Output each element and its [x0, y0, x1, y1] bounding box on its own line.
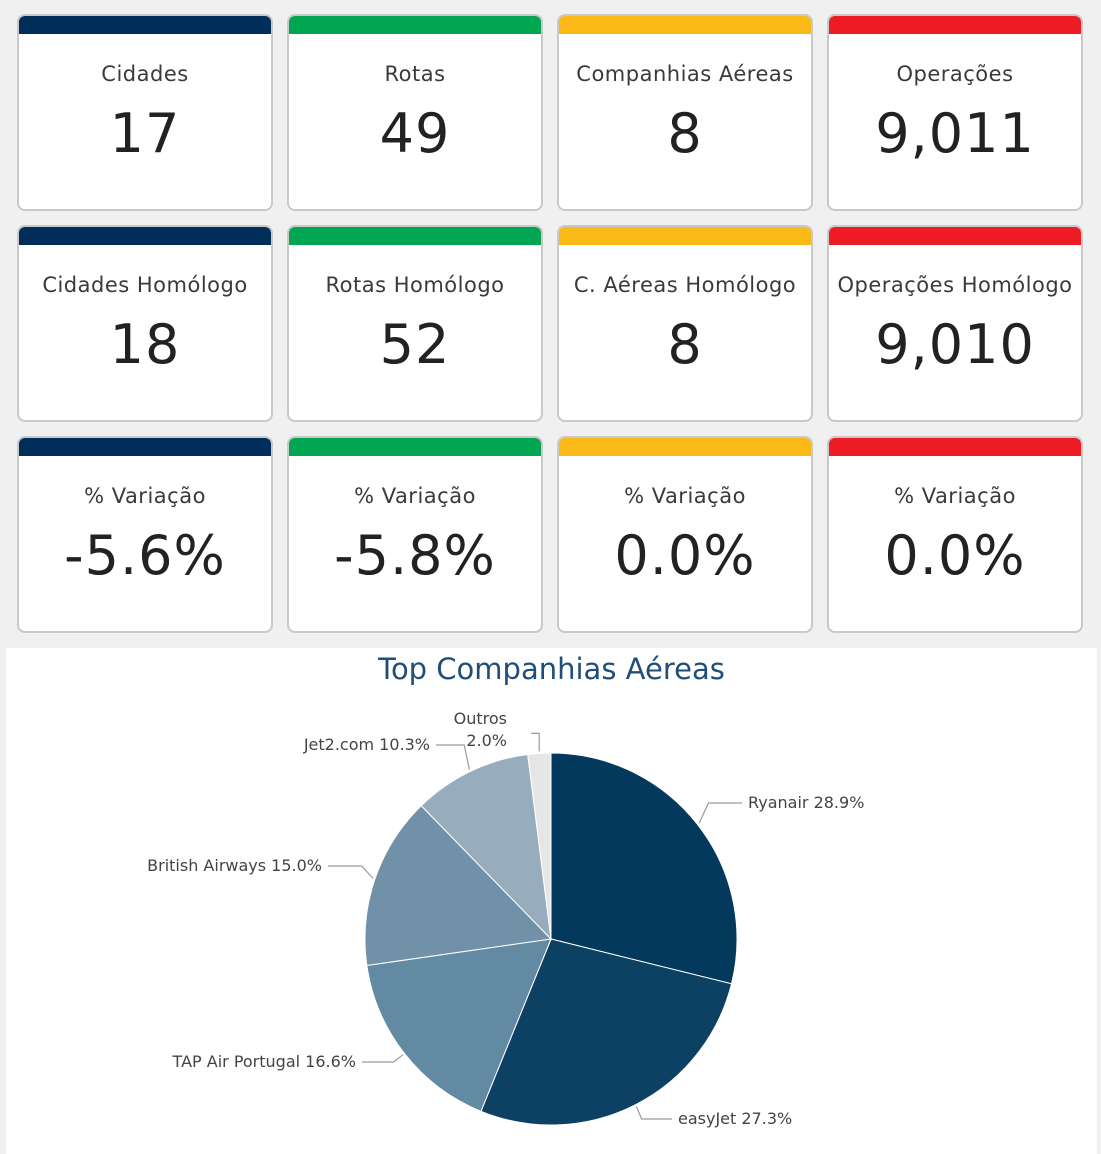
kpi-card-operacoes-homologo: Operações Homólogo 9,010 [827, 225, 1083, 422]
kpi-card-accent-bar [559, 16, 811, 34]
kpi-label: Cidades Homólogo [42, 273, 248, 297]
pie-slice-jet2-com[interactable] [420, 753, 552, 941]
kpi-card-cidades: Cidades 17 [17, 14, 273, 211]
pie-slice-british-airways[interactable] [364, 805, 553, 967]
kpi-card-variacao-rotas: % Variação -5.8% [287, 436, 543, 633]
kpi-card-accent-bar [829, 16, 1081, 34]
kpi-card-accent-bar [829, 438, 1081, 456]
kpi-label: Cidades [101, 62, 189, 86]
kpi-value: 0.0% [884, 524, 1026, 587]
kpi-label: Rotas Homólogo [325, 273, 505, 297]
kpi-label: Companhias Aéreas [576, 62, 794, 86]
kpi-card-companhias-aereas: Companhias Aéreas 8 [557, 14, 813, 211]
kpi-card-accent-bar [559, 438, 811, 456]
pie-leader-line [362, 1054, 404, 1063]
pie-label-tap-air-portugal: TAP Air Portugal 16.6% [172, 1052, 356, 1071]
pie-label-outros-value: 2.0% [466, 731, 507, 750]
kpi-label: Operações Homólogo [837, 273, 1073, 297]
kpi-value: -5.6% [64, 524, 226, 587]
chart-panel-top-companhias: Top Companhias Aéreas Ryanair 28.9% easyJ… [6, 648, 1097, 1154]
kpi-label: % Variação [354, 484, 476, 508]
kpi-card-operacoes: Operações 9,011 [827, 14, 1083, 211]
kpi-value: -5.8% [334, 524, 496, 587]
kpi-value: 9,011 [875, 102, 1035, 165]
pie-slice-ryanair[interactable] [550, 752, 738, 985]
pie-label-jet2-com: Jet2.com 10.3% [303, 735, 430, 754]
kpi-value: 49 [379, 102, 451, 165]
kpi-value: 18 [109, 313, 181, 376]
kpi-grid: Cidades 17 Rotas 49 Companhias Aéreas 8 … [17, 14, 1083, 633]
kpi-card-accent-bar [19, 438, 271, 456]
kpi-card-accent-bar [289, 227, 541, 245]
kpi-card-variacao-companhias: % Variação 0.0% [557, 436, 813, 633]
kpi-card-cidades-homologo: Cidades Homólogo 18 [17, 225, 273, 422]
pie-label-ryanair: Ryanair 28.9% [748, 793, 864, 812]
pie-leader-line [698, 802, 742, 824]
pie-leader-line [328, 865, 374, 879]
kpi-card-variacao-operacoes: % Variação 0.0% [827, 436, 1083, 633]
kpi-label: Operações [896, 62, 1014, 86]
pie-label-outros-name: Outros [454, 709, 507, 728]
pie-label-easyjet: easyJet 27.3% [678, 1109, 792, 1128]
kpi-card-variacao-cidades: % Variação -5.6% [17, 436, 273, 633]
kpi-card-accent-bar [19, 16, 271, 34]
chart-title: Top Companhias Aéreas [378, 652, 725, 686]
kpi-label: Rotas [384, 62, 446, 86]
kpi-card-c-aereas-homologo: C. Aéreas Homólogo 8 [557, 225, 813, 422]
kpi-value: 0.0% [614, 524, 756, 587]
kpi-card-accent-bar [19, 227, 271, 245]
kpi-card-accent-bar [829, 227, 1081, 245]
kpi-label: % Variação [84, 484, 206, 508]
kpi-value: 9,010 [875, 313, 1035, 376]
pie-chart: Ryanair 28.9% easyJet 27.3% TAP Air Portug… [147, 709, 864, 1128]
kpi-value: 17 [109, 102, 181, 165]
pie-leader-line [635, 1106, 672, 1120]
kpi-card-accent-bar [559, 227, 811, 245]
kpi-label: % Variação [624, 484, 746, 508]
kpi-value: 8 [667, 313, 703, 376]
pie-slice-tap-air-portugal[interactable] [366, 938, 552, 1112]
pie-label-british-airways: British Airways 15.0% [147, 856, 322, 875]
pie-leader-line [531, 732, 540, 752]
kpi-value: 8 [667, 102, 703, 165]
kpi-card-accent-bar [289, 438, 541, 456]
pie-slice-outros[interactable] [527, 752, 552, 940]
kpi-label: % Variação [894, 484, 1016, 508]
kpi-card-rotas-homologo: Rotas Homólogo 52 [287, 225, 543, 422]
kpi-value: 52 [379, 313, 451, 376]
kpi-card-accent-bar [289, 16, 541, 34]
kpi-label: C. Aéreas Homólogo [573, 273, 797, 297]
kpi-card-rotas: Rotas 49 [287, 14, 543, 211]
pie-slice-easyjet[interactable] [480, 938, 733, 1126]
pie-leader-line [436, 744, 470, 770]
